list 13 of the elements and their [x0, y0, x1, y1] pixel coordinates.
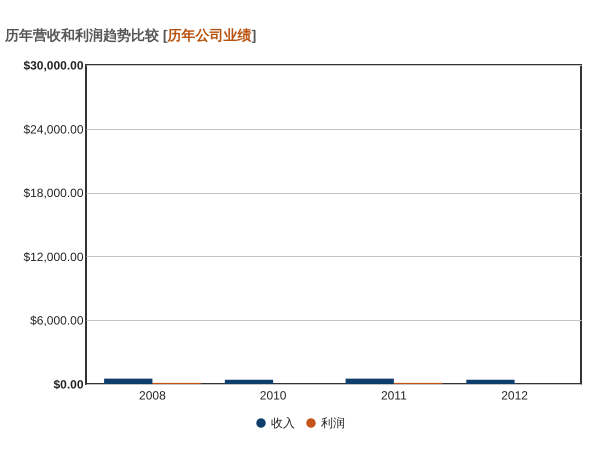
x-tick-label: 2010: [260, 388, 287, 402]
x-tick-label: 2011: [380, 388, 408, 402]
y-tick-label: $12,000.00: [23, 250, 84, 264]
x-tick-label: 2008: [139, 388, 166, 402]
y-tick-label: $0.00: [53, 378, 84, 392]
y-tick-label: $18,000.00: [23, 186, 84, 200]
chart-title: 历年营收和利润趋势比较 [历年公司业绩]: [5, 27, 256, 45]
legend-label: 利润: [321, 416, 345, 430]
legend-label: 收入: [271, 416, 295, 430]
x-tick-label: 2012: [501, 388, 528, 402]
y-tick-label: $24,000.00: [23, 122, 84, 136]
y-tick-label: $30,000.00: [23, 58, 84, 72]
y-tick-label: $6,000.00: [30, 314, 84, 328]
